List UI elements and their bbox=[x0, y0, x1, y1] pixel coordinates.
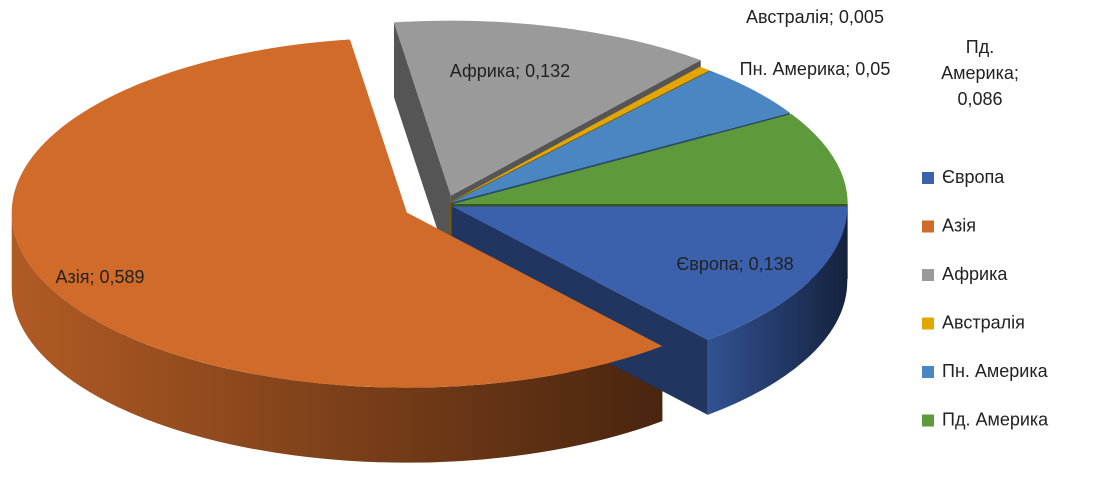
legend-label: Пн. Америка bbox=[942, 361, 1049, 381]
data-label-box: Пд. Америка; 0,086 bbox=[941, 37, 1019, 109]
data-label: Пд. Америка; 0,086 bbox=[941, 37, 1019, 109]
data-label: Австралія; 0,005 bbox=[746, 7, 884, 27]
slice bbox=[450, 66, 710, 203]
legend-swatch bbox=[922, 172, 934, 184]
legend-label: Пд. Америка bbox=[942, 409, 1049, 429]
legend-label: Африка bbox=[942, 264, 1008, 284]
slice-edge bbox=[393, 22, 451, 271]
data-label: Пн. Америка; 0,05 bbox=[740, 59, 891, 79]
slice bbox=[452, 114, 848, 205]
legend-swatch bbox=[922, 269, 934, 281]
slice bbox=[393, 20, 701, 196]
slice-side bbox=[11, 212, 663, 463]
slice-side bbox=[707, 206, 848, 415]
slice bbox=[11, 39, 663, 388]
slice bbox=[451, 70, 790, 203]
legend-swatch bbox=[922, 220, 934, 233]
legend-label: Європа bbox=[942, 167, 1005, 187]
legend-swatch bbox=[922, 414, 934, 427]
legend-swatch bbox=[922, 366, 934, 378]
legend-swatch bbox=[922, 317, 934, 330]
slice bbox=[452, 206, 848, 340]
data-label: Європа; 0,138 bbox=[676, 254, 793, 274]
data-label: Африка; 0,132 bbox=[450, 61, 570, 81]
data-label: Азія; 0,589 bbox=[55, 267, 144, 287]
legend-label: Азія bbox=[942, 215, 976, 235]
legend-label: Австралія bbox=[942, 312, 1025, 332]
